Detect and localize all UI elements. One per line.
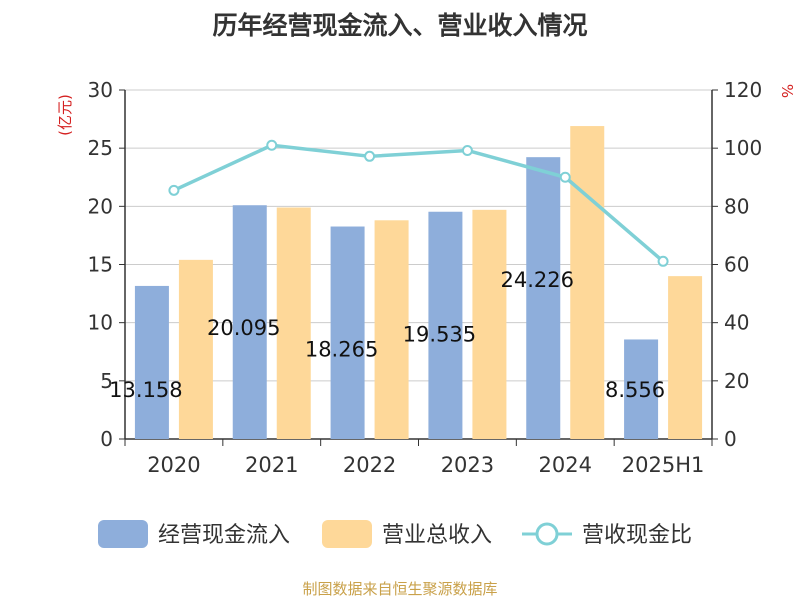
left-axis-tick-label: 5 xyxy=(100,369,113,393)
data-label: 20.095 xyxy=(207,316,280,340)
bar-revenue xyxy=(472,209,507,439)
left-axis-tick-label: 10 xyxy=(88,311,113,335)
line-point xyxy=(657,255,669,267)
right-axis-tick-label: 60 xyxy=(724,253,749,277)
right-axis-tick-label: 100 xyxy=(724,136,762,160)
data-label: 19.535 xyxy=(403,323,476,347)
right-axis-tick-label: 20 xyxy=(724,369,749,393)
right-axis-tick-label: 80 xyxy=(724,194,749,218)
legend-label: 营业总收入 xyxy=(382,523,492,548)
bar-revenue xyxy=(668,276,703,439)
legend-label: 营收现金比 xyxy=(582,523,692,548)
x-axis-tick-label: 2024 xyxy=(539,453,592,477)
left-axis-tick-label: 15 xyxy=(88,253,113,277)
data-label: 8.556 xyxy=(605,378,665,402)
data-label: 24.226 xyxy=(501,268,574,292)
line-point xyxy=(461,144,473,156)
left-axis-tick-label: 25 xyxy=(88,136,113,160)
line-ratio xyxy=(173,143,665,263)
bar-cash-inflow xyxy=(232,205,267,439)
right-axis-tick-label: 120 xyxy=(724,78,762,102)
x-axis-tick-label: 2022 xyxy=(343,453,396,477)
bar-layer xyxy=(134,126,703,440)
legend-swatch xyxy=(322,520,372,548)
right-axis-tick-label: 0 xyxy=(724,427,737,451)
bar-revenue xyxy=(374,220,409,439)
line-point xyxy=(364,150,376,162)
legend: 经营现金流入 营业总收入 营收现金比 xyxy=(98,520,692,548)
line-point xyxy=(266,139,278,151)
bar-revenue xyxy=(276,207,311,439)
legend-label: 经营现金流入 xyxy=(158,523,290,548)
bar-revenue xyxy=(570,126,605,440)
line-point xyxy=(559,171,571,183)
x-axis-tick-label: 2021 xyxy=(245,453,298,477)
bar-cash-inflow xyxy=(134,285,169,439)
left-axis-tick-label: 0 xyxy=(100,427,113,451)
legend-marker xyxy=(535,522,559,546)
source-note: 制图数据来自恒生聚源数据库 xyxy=(302,580,498,598)
bar-cash-inflow xyxy=(624,339,659,439)
chart-title: 历年经营现金流入、营业收入情况 xyxy=(212,11,588,40)
data-label-layer: 13.158 20.095 18.265 19.535 24.226 8.556 xyxy=(109,268,665,402)
line-layer xyxy=(168,139,669,267)
bar-cash-inflow xyxy=(330,226,365,439)
left-axis-unit-label: (亿元) xyxy=(56,94,74,136)
bar-cash-inflow xyxy=(428,211,463,439)
left-axis-tick-label: 20 xyxy=(88,194,113,218)
legend-swatch xyxy=(98,520,148,548)
data-label: 18.265 xyxy=(305,338,378,362)
left-axis-tick-label: 30 xyxy=(88,78,113,102)
bar-cash-inflow xyxy=(526,157,561,439)
line-point xyxy=(168,184,180,196)
axis-layer: 0 5 10 15 20 25 30 0 20 40 60 80 100 120 (亿元)% 2020 2021… xyxy=(56,78,796,477)
x-axis-tick-label: 2020 xyxy=(147,453,200,477)
x-axis-tick-label: 2025H1 xyxy=(622,453,705,477)
bar-revenue xyxy=(178,259,213,439)
data-label: 13.158 xyxy=(109,378,182,402)
right-axis-unit-label: % xyxy=(778,84,796,98)
x-axis-tick-label: 2023 xyxy=(441,453,494,477)
right-axis-tick-label: 40 xyxy=(724,311,749,335)
grid-layer xyxy=(125,89,712,382)
